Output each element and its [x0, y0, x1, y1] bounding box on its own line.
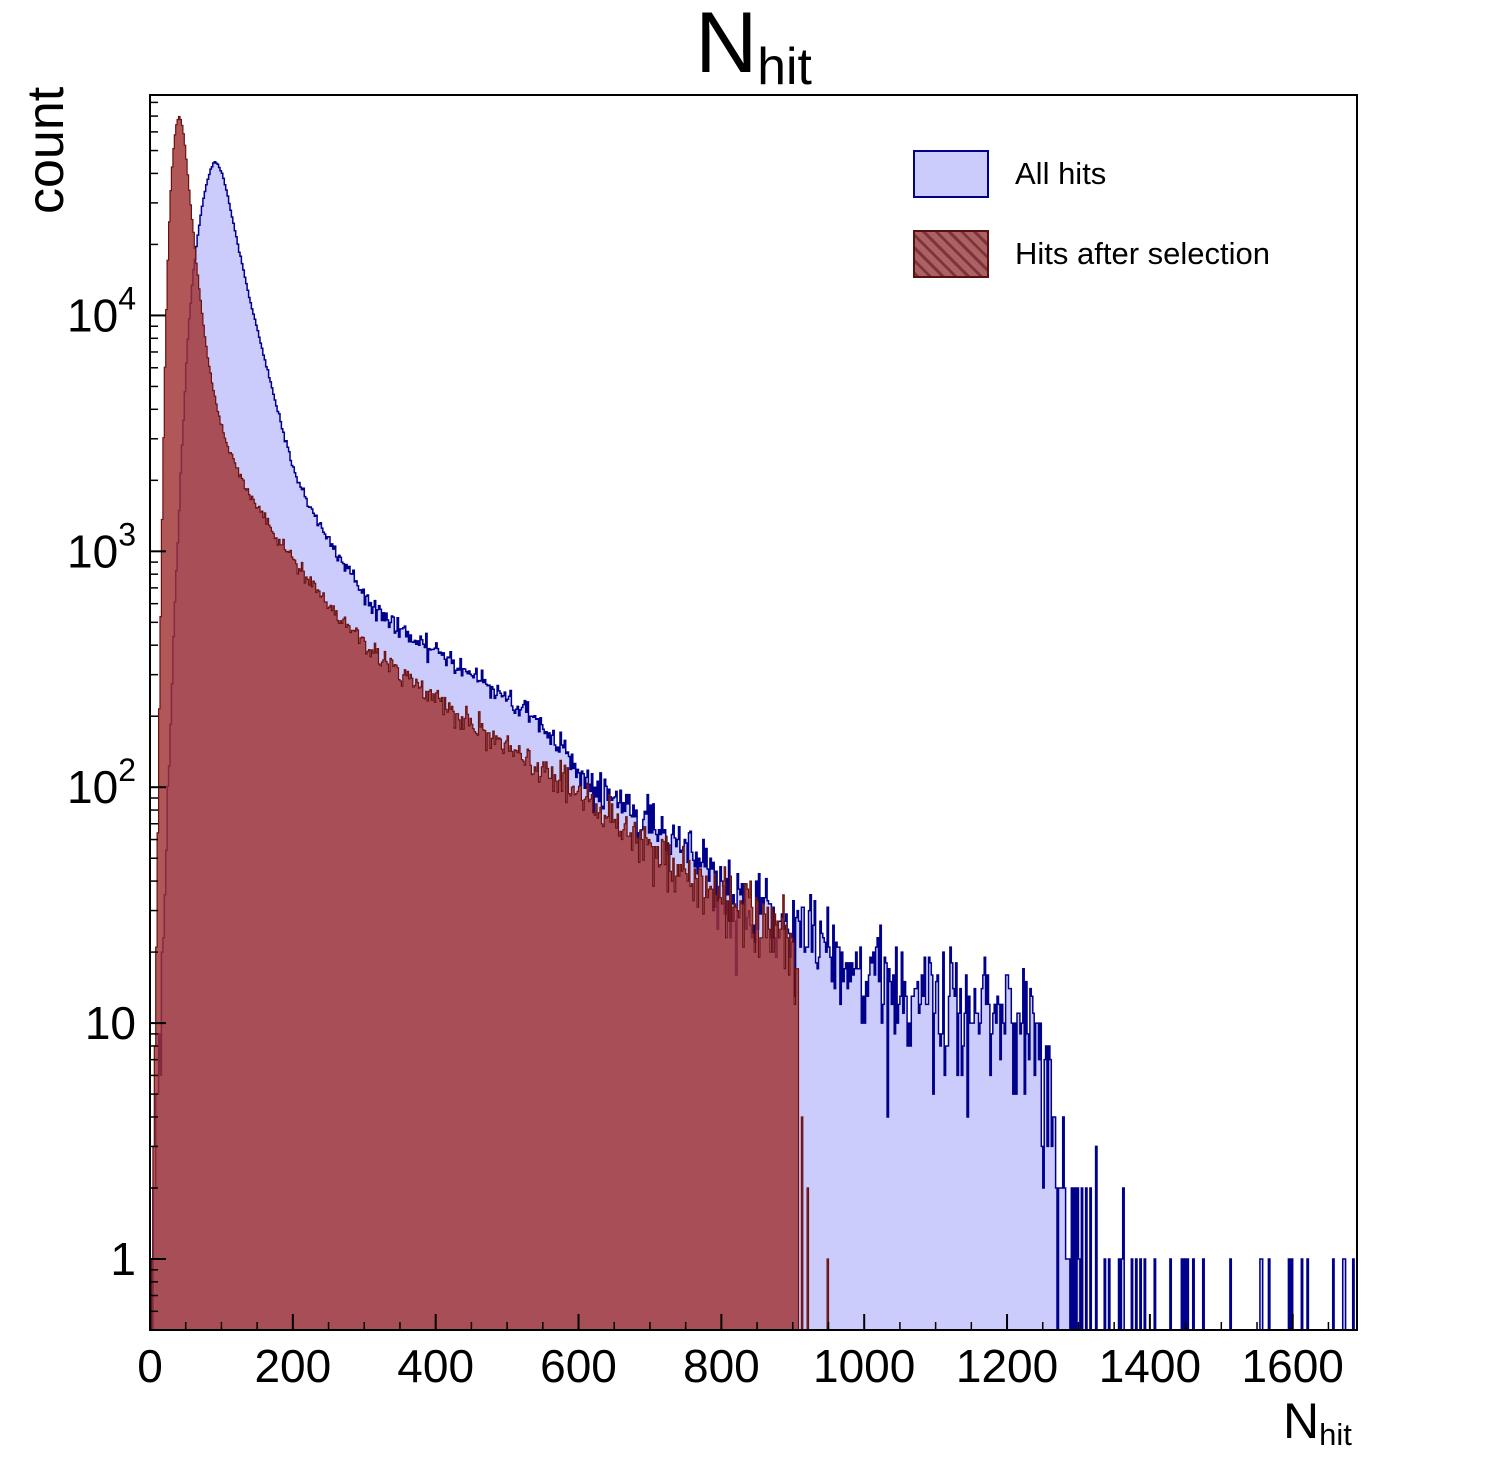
y-tick-label: 103 [67, 516, 136, 577]
x-axis-title-main: N [1283, 1393, 1320, 1449]
legend: All hits Hits after selection [913, 150, 1270, 310]
x-axis-title: Nhit [1283, 1392, 1352, 1453]
title-subscript: hit [757, 37, 812, 96]
plot-frame [149, 94, 1358, 1331]
legend-label-hits-after-selection: Hits after selection [1015, 236, 1270, 271]
legend-swatch-hits-after-selection [913, 230, 989, 278]
x-tick-label: 1600 [1242, 1340, 1344, 1392]
x-tick-label: 1400 [1099, 1340, 1201, 1392]
legend-label-all-hits: All hits [1015, 156, 1107, 191]
y-tick-label: 1 [110, 1233, 136, 1285]
x-tick-label: 600 [540, 1340, 617, 1392]
y-axis-title: count [17, 86, 75, 214]
x-tick-label: 800 [683, 1340, 760, 1392]
legend-item-hits-after-selection: Hits after selection [913, 230, 1270, 278]
y-tick-label: 102 [67, 752, 136, 813]
x-tick-label: 0 [137, 1340, 163, 1392]
x-tick-label: 400 [397, 1340, 474, 1392]
legend-item-all-hits: All hits [913, 150, 1270, 198]
y-tick-label: 104 [67, 280, 136, 341]
x-tick-label: 1200 [956, 1340, 1058, 1392]
legend-swatch-all-hits [913, 150, 989, 198]
x-axis-title-subscript: hit [1319, 1417, 1352, 1453]
x-tick-label: 1000 [813, 1340, 915, 1392]
x-tick-label: 200 [254, 1340, 331, 1392]
y-tick-label: 10 [85, 997, 136, 1049]
title-main: N [695, 0, 758, 91]
page-title: Nhit [150, 0, 1357, 92]
